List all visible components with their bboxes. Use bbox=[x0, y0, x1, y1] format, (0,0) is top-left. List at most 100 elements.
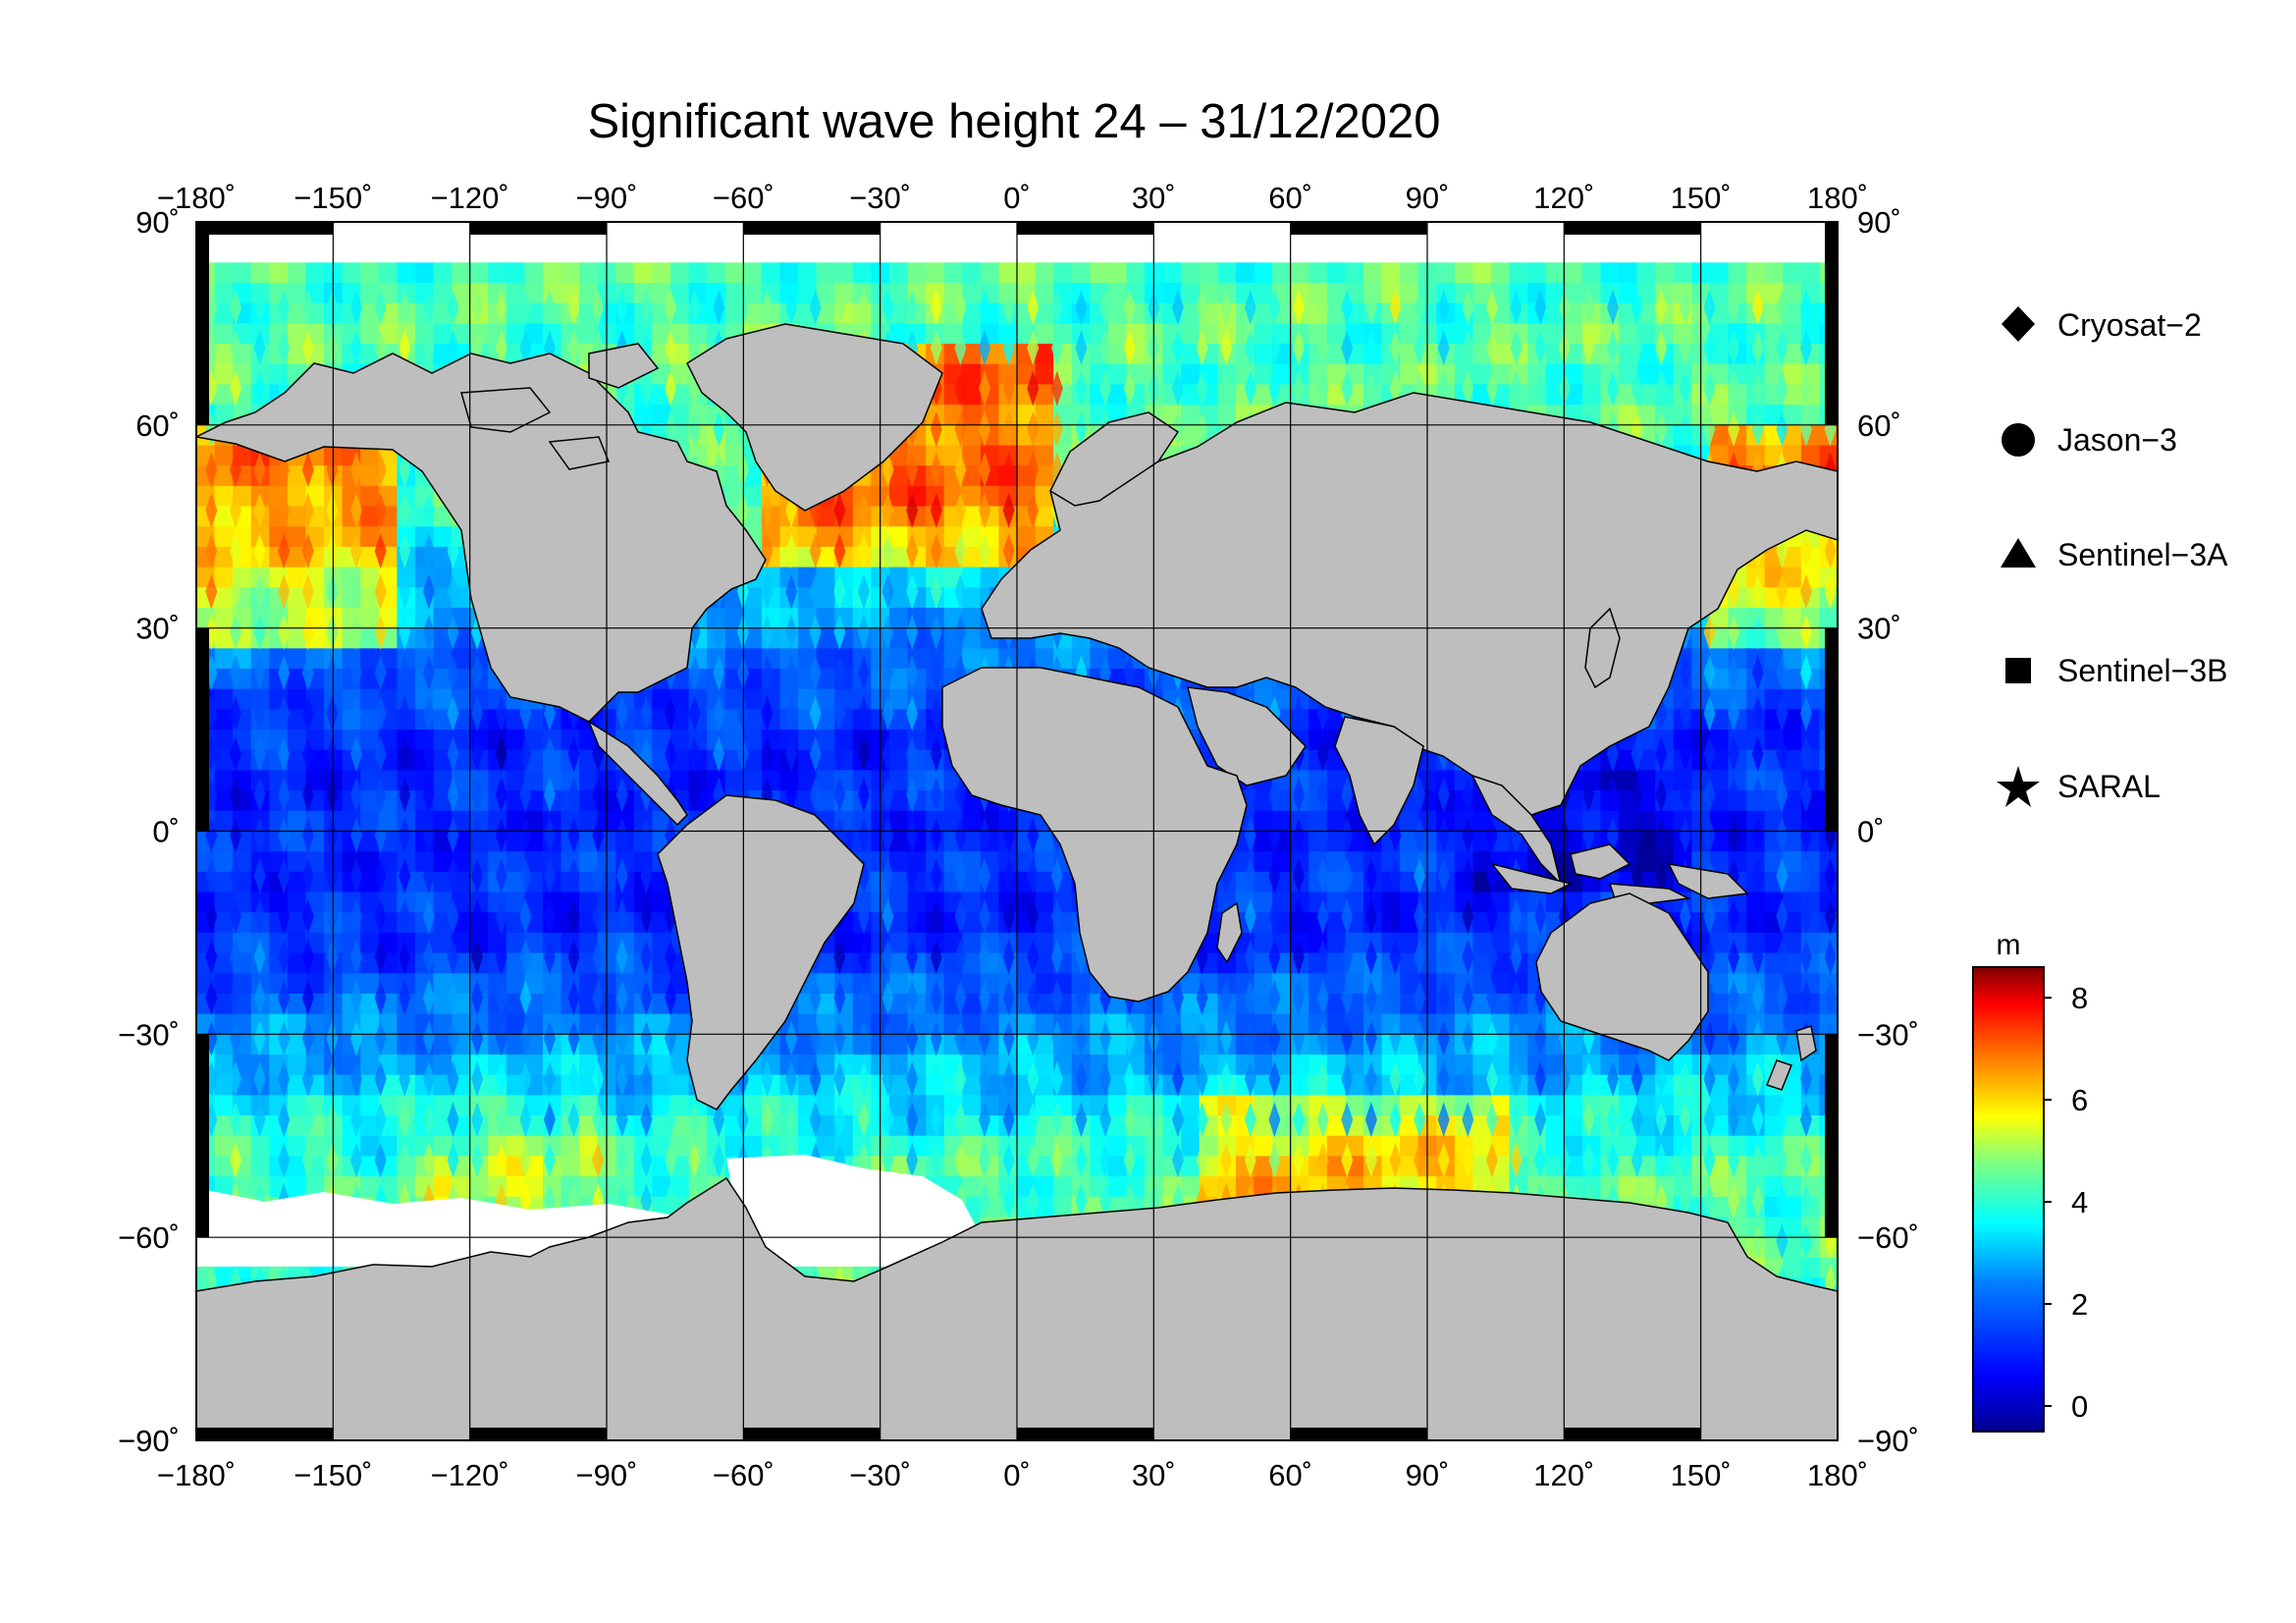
swh-cell bbox=[1035, 506, 1054, 527]
swh-cell bbox=[214, 323, 234, 345]
swh-cell bbox=[287, 526, 307, 548]
swh-cell bbox=[1600, 262, 1620, 284]
swh-cell bbox=[852, 526, 872, 548]
swh-cell bbox=[433, 567, 453, 588]
swh-cell bbox=[287, 465, 307, 487]
swh-cell bbox=[816, 1074, 835, 1096]
swh-cell bbox=[1783, 283, 1802, 304]
swh-cell bbox=[1764, 1095, 1784, 1116]
swh-cell bbox=[1035, 445, 1054, 466]
swh-cell bbox=[360, 1115, 380, 1137]
swh-cell bbox=[1254, 851, 1273, 873]
swh-cell bbox=[1564, 1095, 1583, 1116]
swh-cell bbox=[926, 262, 945, 284]
swh-cell bbox=[816, 567, 835, 588]
swh-cell bbox=[1326, 851, 1346, 873]
swh-cell bbox=[579, 1013, 599, 1035]
swh-cell bbox=[962, 973, 982, 995]
swh-cell bbox=[1254, 1095, 1273, 1116]
swh-cell bbox=[360, 973, 380, 995]
swh-cell bbox=[962, 1176, 982, 1198]
swh-cell bbox=[1491, 1095, 1511, 1116]
swh-cell bbox=[397, 810, 416, 833]
swh-cell bbox=[287, 831, 307, 852]
swh-cell bbox=[1746, 262, 1766, 284]
swh-cell bbox=[816, 973, 835, 995]
swh-cell bbox=[816, 302, 835, 325]
swh-cell bbox=[1783, 424, 1802, 447]
swh-cell bbox=[579, 730, 599, 751]
swh-cell bbox=[1783, 669, 1802, 690]
swh-cell bbox=[1564, 810, 1583, 833]
swh-cell bbox=[1362, 932, 1383, 954]
swh-cell bbox=[214, 973, 234, 995]
swh-cell bbox=[506, 730, 525, 751]
swh-cell bbox=[962, 932, 982, 954]
swh-cell bbox=[1619, 323, 1638, 345]
swh-cell bbox=[542, 262, 562, 284]
swh-cell bbox=[743, 770, 763, 791]
swh-cell bbox=[360, 831, 380, 852]
swh-cell bbox=[743, 648, 763, 670]
swh-cell bbox=[1783, 1135, 1802, 1158]
swh-cell bbox=[1783, 709, 1802, 730]
swh-cell bbox=[1709, 607, 1730, 629]
swh-cell bbox=[1181, 1095, 1201, 1116]
swh-cell bbox=[888, 709, 909, 730]
swh-cell bbox=[1783, 770, 1802, 791]
swh-cell bbox=[816, 1095, 835, 1116]
map-title: Significant wave height 24 – 31/12/2020 bbox=[587, 95, 1440, 148]
swh-cell bbox=[1783, 607, 1802, 629]
swh-cell bbox=[1619, 1095, 1638, 1116]
swh-cell bbox=[1107, 384, 1128, 406]
swh-cell bbox=[397, 567, 416, 588]
swh-cell bbox=[1636, 810, 1656, 833]
swh-cell bbox=[1326, 790, 1346, 812]
swh-cell bbox=[1709, 688, 1730, 710]
swh-cell bbox=[798, 607, 818, 629]
swh-cell bbox=[433, 973, 453, 995]
swh-cell bbox=[852, 892, 872, 913]
swh-cell bbox=[1254, 283, 1273, 304]
swh-cell bbox=[962, 1135, 982, 1158]
swh-cell bbox=[943, 262, 963, 284]
swh-cell bbox=[214, 1115, 234, 1137]
swh-cell bbox=[214, 344, 234, 365]
swh-cell bbox=[852, 283, 872, 304]
swh-cell bbox=[579, 283, 599, 304]
swh-cell bbox=[1326, 302, 1346, 325]
swh-cell bbox=[1709, 730, 1730, 751]
swh-cell bbox=[524, 262, 544, 284]
swh-cell bbox=[1564, 323, 1583, 345]
swh-cell bbox=[214, 770, 234, 791]
swh-cell bbox=[670, 973, 690, 995]
swh-cell bbox=[816, 526, 835, 548]
swh-cell bbox=[962, 567, 982, 588]
swh-cell bbox=[1199, 262, 1218, 284]
swh-cell bbox=[798, 526, 818, 548]
swh-cell bbox=[1326, 344, 1346, 365]
swh-cell bbox=[452, 283, 471, 304]
swh-cell bbox=[287, 1095, 307, 1116]
swh-cell bbox=[1636, 363, 1656, 386]
swh-cell bbox=[397, 283, 416, 304]
swh-cell bbox=[1619, 1055, 1638, 1076]
swh-cell bbox=[724, 688, 744, 710]
swh-cell bbox=[1709, 1013, 1730, 1035]
swh-cell bbox=[852, 1013, 872, 1035]
swh-cell bbox=[652, 688, 671, 710]
swh-cell bbox=[962, 363, 982, 386]
swh-cell bbox=[1619, 770, 1638, 791]
swh-cell bbox=[1181, 302, 1201, 325]
swh-cell bbox=[1326, 952, 1346, 974]
swh-cell bbox=[433, 688, 453, 710]
swh-cell bbox=[287, 669, 307, 690]
swh-cell bbox=[1783, 1034, 1802, 1055]
swh-cell bbox=[670, 283, 690, 304]
swh-cell bbox=[1764, 973, 1784, 995]
swh-cell bbox=[670, 363, 690, 386]
swh-cell bbox=[214, 892, 234, 913]
swh-cell bbox=[852, 973, 872, 995]
swh-cell bbox=[1326, 262, 1346, 284]
swh-cell bbox=[798, 688, 818, 710]
